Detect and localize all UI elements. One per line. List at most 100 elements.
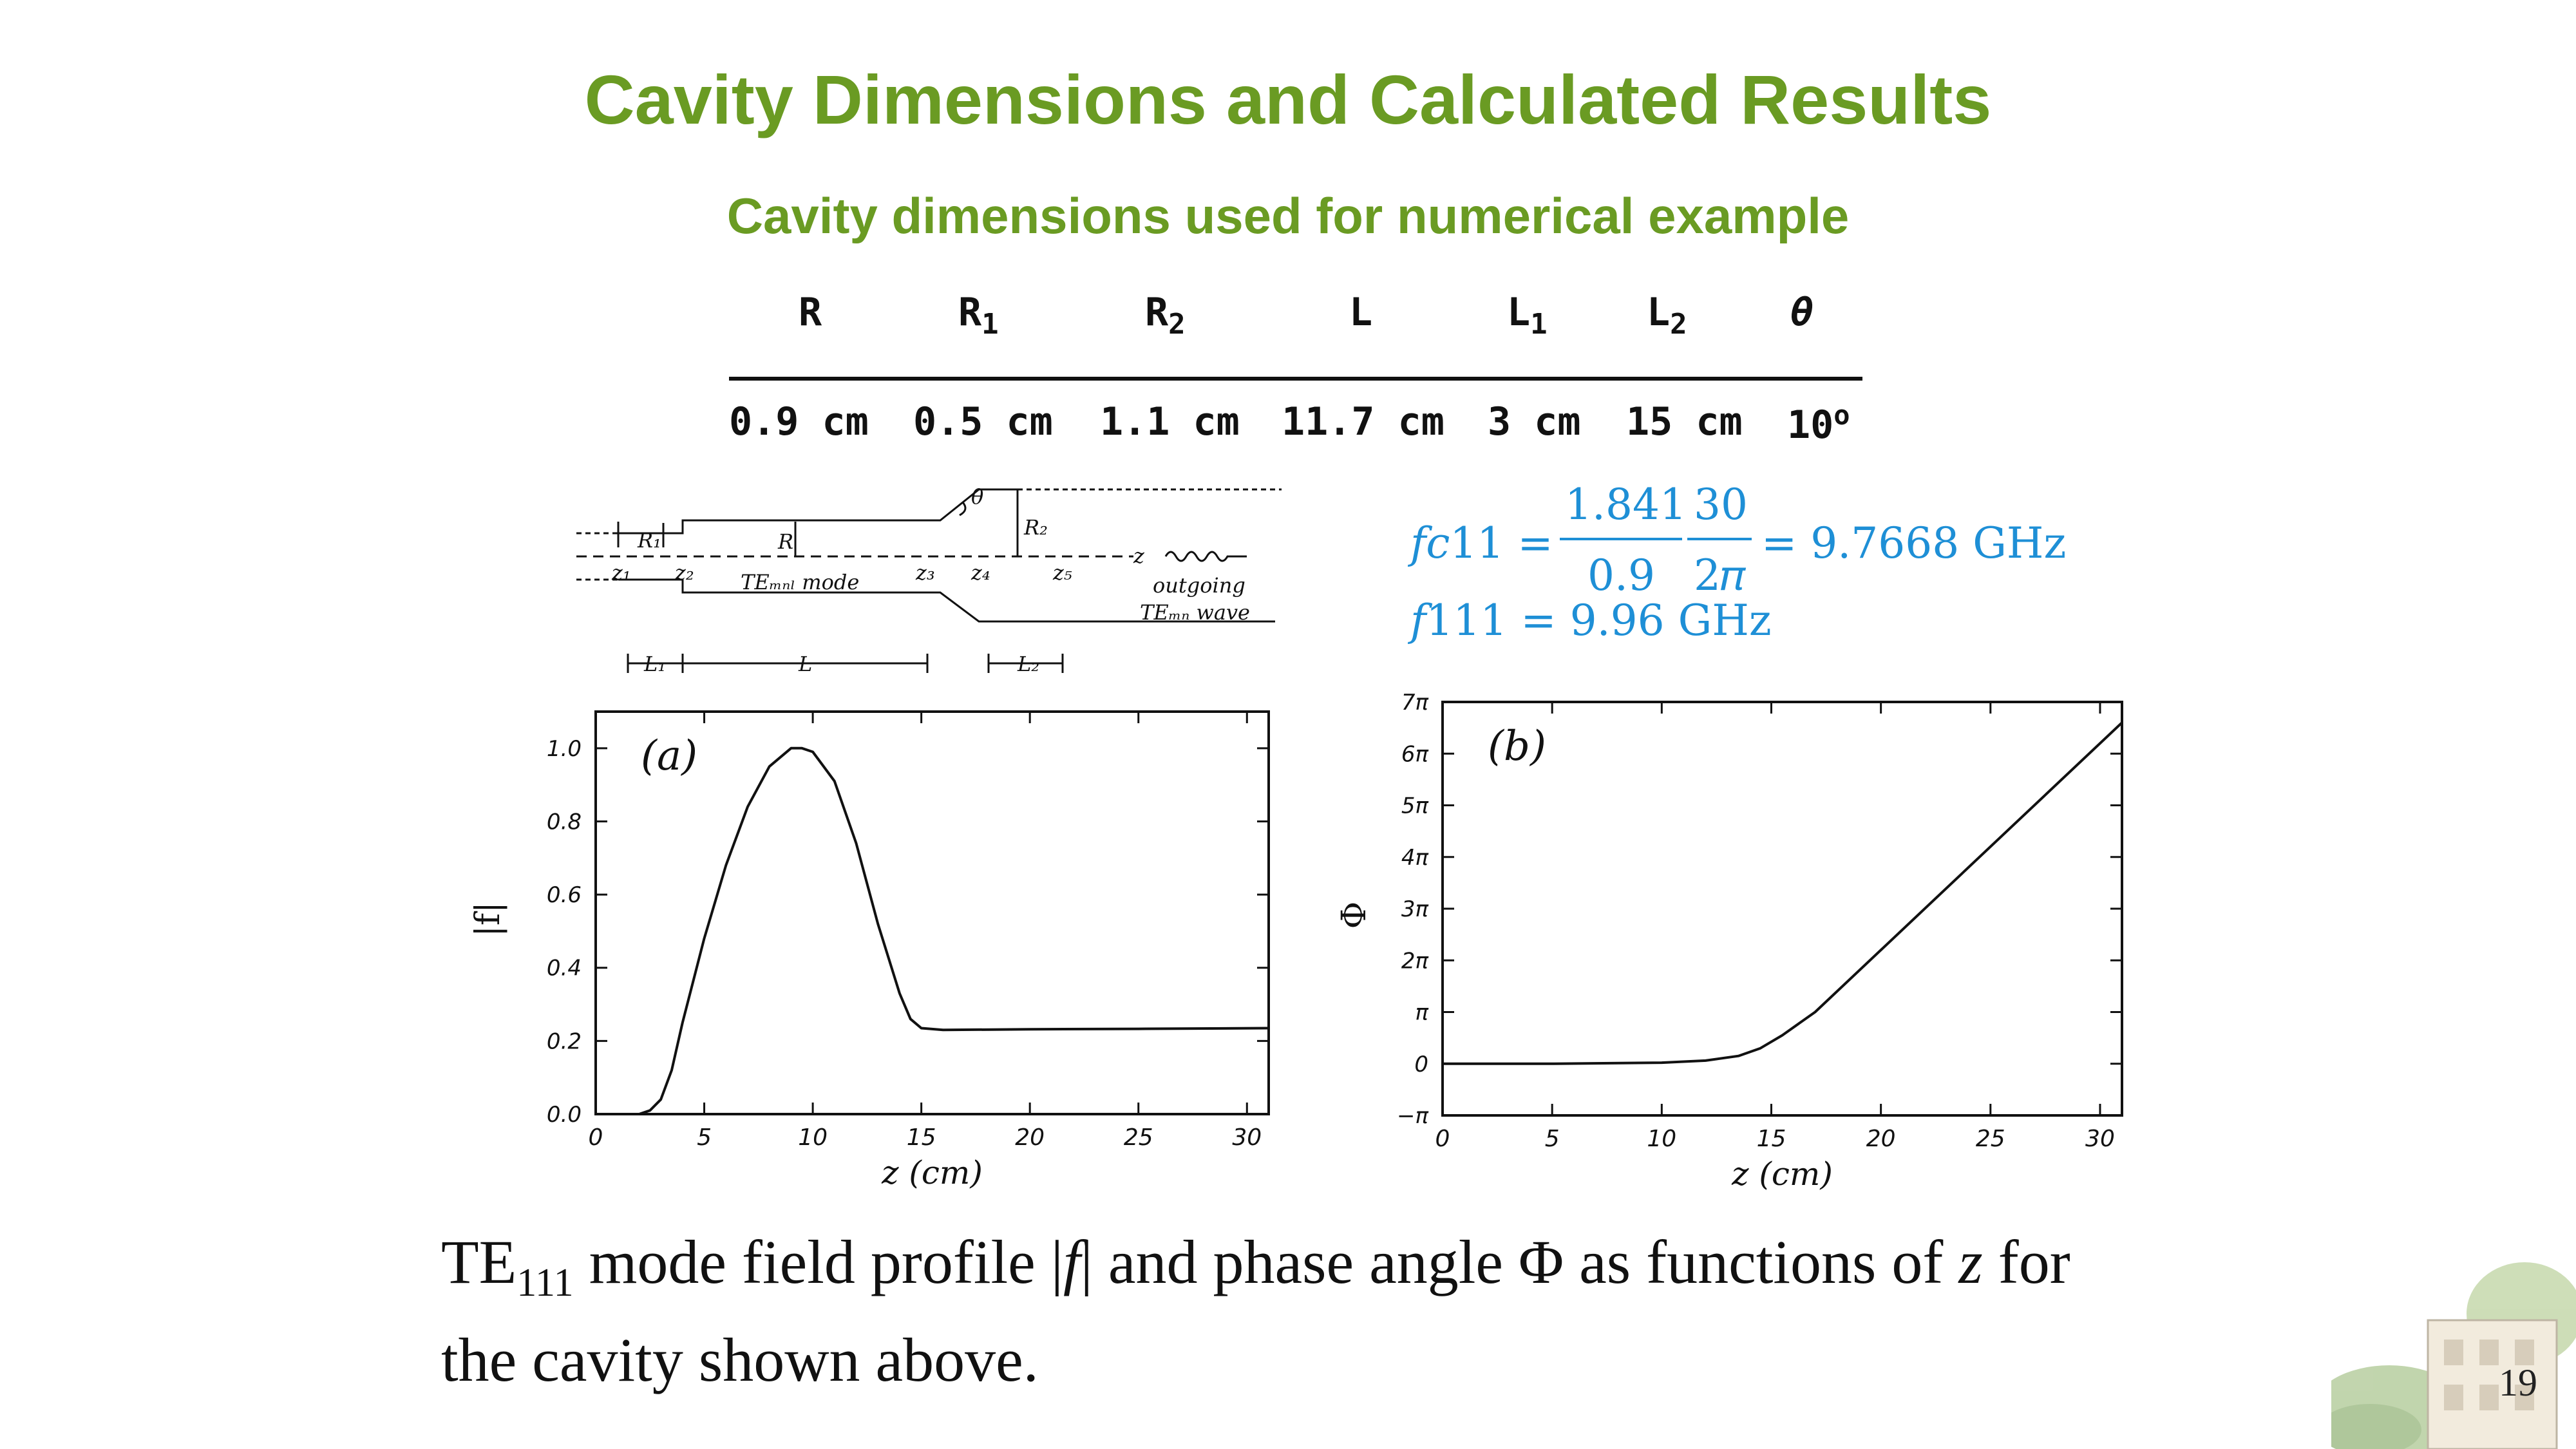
caption-line-1: TE111 mode field profile |f| and phase a… [441,1224,2180,1321]
label-z-axis: z [1133,544,1145,568]
y-tick-label: 3π [1401,896,1429,922]
y-tick-label: 7π [1401,690,1429,715]
x-tick-label: 25 [1124,1124,1153,1151]
caption-part-c: | and phase angle Φ as functions of [1080,1227,1959,1296]
header-l1-sub: 1 [1530,308,1548,341]
header-l: L [1349,290,1372,335]
equation-block: 𝑓𝑐11 = 1.841 0.9 30 2𝜋 = 9.7668 GHz 𝑓111… [1410,480,2067,660]
header-l1-label: L [1507,290,1531,335]
label-r2: R₂ [1023,515,1048,540]
label-l2: L₂ [1017,652,1039,676]
label-z2: z₂ [674,560,694,585]
figure-caption: TE111 mode field profile |f| and phase a… [441,1224,2180,1399]
x-tick-label: 10 [1647,1126,1676,1152]
x-tick-label: 20 [1015,1124,1045,1151]
header-l-label: L [1349,290,1373,335]
caption-part-b: mode field profile | [573,1227,1063,1296]
cavity-r1-marker [617,522,665,547]
value-l2: 15 cm [1626,399,1743,444]
building-illustration [2331,1262,2576,1449]
x-tick-label: 0 [1435,1126,1450,1152]
cavity-theta-arc [959,502,967,516]
fc11-den2: 2𝜋 [1694,551,1747,600]
cavity-top-wall [618,488,1019,535]
header-theta-label: θ [1790,290,1814,335]
value-l: 11.7 cm [1282,399,1444,444]
header-r2-sub: 2 [1168,308,1186,341]
value-r: 0.9 cm [729,399,869,444]
cavity-dim-l2 [987,654,1064,673]
f111-equation: 𝑓111 = 9.96 GHz [1410,596,1772,645]
label-z3: z₃ [915,560,935,585]
fc11-bar1 [1560,538,1682,540]
cavity-diagram: R₁ R R₂ θ z₁ z₂ z₃ z₄ z₅ z TEₘₙₗ mode ou… [576,484,1282,676]
value-r1: 0.5 cm [913,399,1053,444]
value-l1: 3 cm [1488,399,1581,444]
y-axis-label: |f| [469,902,507,936]
y-tick-label: 6π [1401,741,1429,767]
caption-z: z [1958,1227,1983,1296]
label-r: R [777,529,793,554]
page-number: 19 [2499,1361,2537,1404]
y-tick-label: 0.0 [547,1102,582,1128]
y-tick-label: 2π [1401,948,1429,974]
fc11-den1: 0.9 [1587,551,1655,600]
page-subtitle: Cavity dimensions used for numerical exa… [726,187,1850,244]
cavity-wave [1164,551,1247,562]
x-tick-label: 25 [1976,1126,2005,1152]
header-r: R [799,290,822,335]
fc11-num1: 1.841 [1565,480,1687,529]
caption-f: f [1063,1227,1081,1296]
x-tick-label: 5 [697,1124,712,1151]
header-r2: R2 [1145,290,1186,341]
y-tick-label: 0.4 [547,956,582,981]
series-line [596,746,1269,1115]
label-l: L [798,652,812,676]
value-theta-sup: o [1833,399,1850,431]
x-tick-label: 30 [2085,1126,2115,1152]
cavity-dim-l [683,654,929,673]
label-l1: L₁ [643,652,666,676]
label-z4: z₄ [971,560,990,585]
label-r1: R₁ [637,528,661,553]
header-r2-label: R [1145,290,1169,335]
fc11-num2: 30 [1694,480,1748,529]
fc11-lhs: 𝑓𝑐11 = [1410,518,1553,568]
table-header-rule [729,377,1862,381]
label-z5: z₅ [1052,560,1072,585]
x-tick-label: 15 [1757,1126,1786,1152]
x-tick-label: 10 [798,1124,828,1151]
label-z1: z₁ [611,560,631,585]
y-tick-label: 1.0 [547,736,582,762]
y-tick-label: π [1416,1000,1429,1026]
x-tick-label: 30 [1232,1124,1262,1151]
chart-b-phase-angle: 0 5 10 15 20 25 30 −π 0 π 2π 3π 4π 5π 6π 7π (b) z (cm) Φ [1335,690,2123,1193]
fc11-rhs: = 9.7668 GHz [1761,518,2067,568]
y-tick-label: 5π [1401,793,1429,819]
header-r-label: R [799,290,822,335]
value-r2: 1.1 cm [1100,399,1240,444]
x-tick-label: 5 [1545,1126,1560,1152]
y-axis-label: Φ [1335,902,1374,929]
label-mode: TEₘₙₗ mode [741,570,859,594]
y-tick-label: 0.8 [547,809,582,835]
value-theta: 10o [1787,399,1850,448]
y-tick-label: 0.6 [547,882,582,908]
caption-te-sub: 111 [516,1261,574,1305]
header-theta: θ [1790,290,1814,335]
chart-a-field-profile: 0 5 10 15 20 25 30 0.0 0.2 0.4 0.6 0.8 1.0 (a) z (cm) |… [469,710,1270,1191]
y-tick-label: 0.2 [547,1028,582,1054]
caption-line-2: the cavity shown above. [441,1325,1039,1395]
header-r1: R1 [958,290,999,341]
x-axis-label: z (cm) [1731,1155,1833,1193]
y-tick-label: −π [1397,1103,1428,1129]
cavity-bottom-wall [618,578,1275,623]
panel-label: (b) [1488,723,1546,770]
x-tick-label: 15 [907,1124,936,1151]
x-tick-label: 20 [1866,1126,1896,1152]
header-r1-sub: 1 [981,308,999,341]
caption-te: TE [441,1227,517,1296]
x-tick-label: 0 [589,1124,603,1151]
label-wave: TEₘₙ wave [1140,600,1250,625]
caption-part-d: for [1982,1227,2070,1296]
